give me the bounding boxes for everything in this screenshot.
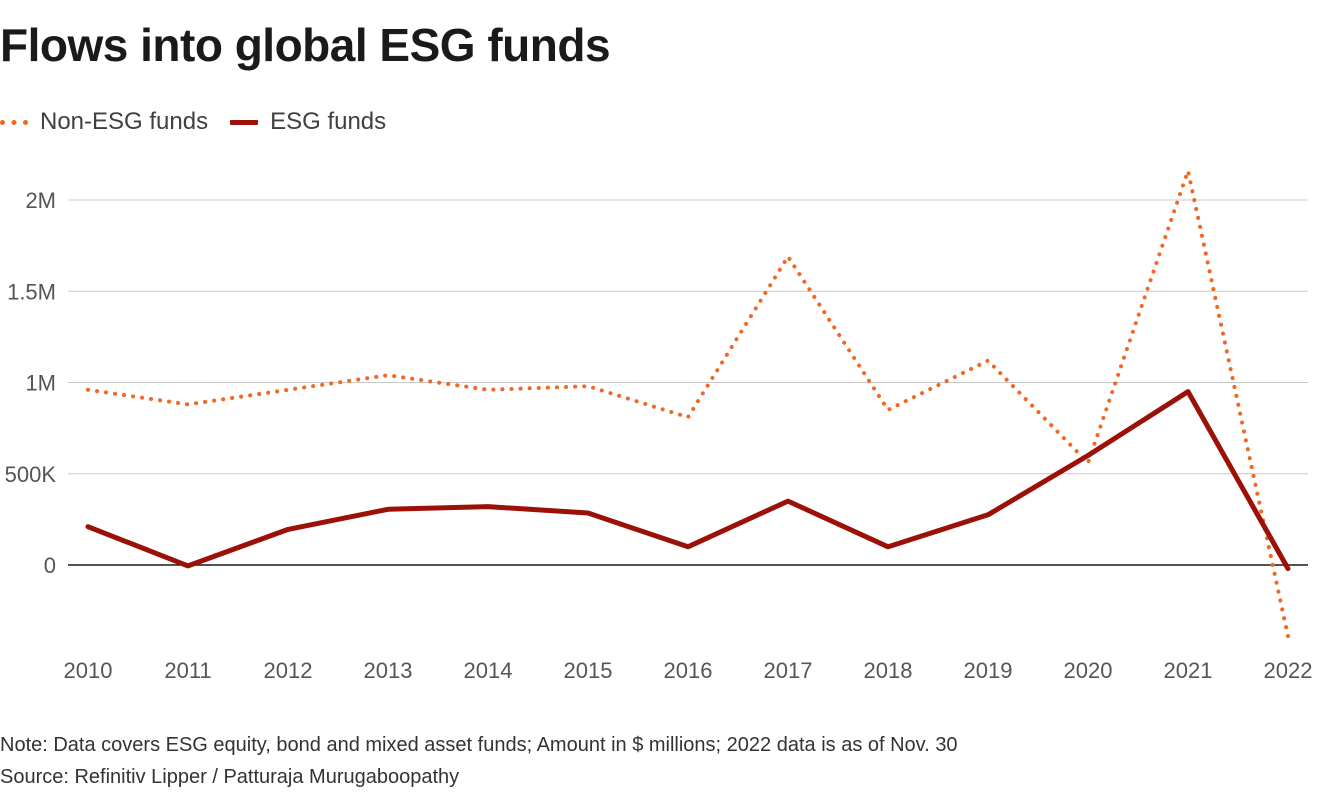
x-tick-label: 2020 <box>1064 658 1113 683</box>
chart-source: Source: Refinitiv Lipper / Patturaja Mur… <box>0 766 460 788</box>
y-tick-label: 0 <box>44 553 56 578</box>
legend-swatch-esg <box>230 119 259 125</box>
y-tick-label: 1.5M <box>7 279 56 304</box>
series-line-non-esg <box>86 168 1290 639</box>
legend-swatch-non-esg <box>0 119 28 125</box>
x-tick-label: 2016 <box>664 658 713 683</box>
x-tick-label: 2017 <box>764 658 813 683</box>
legend: Non-ESG funds ESG funds <box>0 106 408 138</box>
x-tick-label: 2011 <box>164 658 211 683</box>
legend-item-esg: ESG funds <box>230 108 386 136</box>
y-tick-label: 2M <box>25 188 56 213</box>
x-tick-label: 2015 <box>564 658 613 683</box>
x-tick-label: 2014 <box>464 658 513 683</box>
x-tick-label: 2010 <box>64 658 113 683</box>
y-tick-label: 1M <box>25 371 56 396</box>
series-line-esg <box>85 389 1291 572</box>
chart-title: Flows into global ESG funds <box>0 19 611 71</box>
x-tick-label: 2019 <box>964 658 1013 683</box>
y-tick-label: 500K <box>5 462 57 487</box>
x-tick-label: 2013 <box>364 658 413 683</box>
x-tick-label: 2012 <box>264 658 313 683</box>
legend-label-non-esg: Non-ESG funds <box>40 108 209 135</box>
chart-note: Note: Data covers ESG equity, bond and m… <box>0 734 958 756</box>
legend-label-esg: ESG funds <box>270 108 387 135</box>
x-tick-label: 2022 <box>1264 658 1313 683</box>
x-tick-label: 2018 <box>864 658 913 683</box>
legend-item-non-esg: Non-ESG funds <box>0 108 208 136</box>
x-tick-label: 2021 <box>1164 658 1213 683</box>
line-chart: 0 500K 1M 1.5M 2M 2010 2011 2012 2013 2014 2015 201… <box>5 168 1313 683</box>
